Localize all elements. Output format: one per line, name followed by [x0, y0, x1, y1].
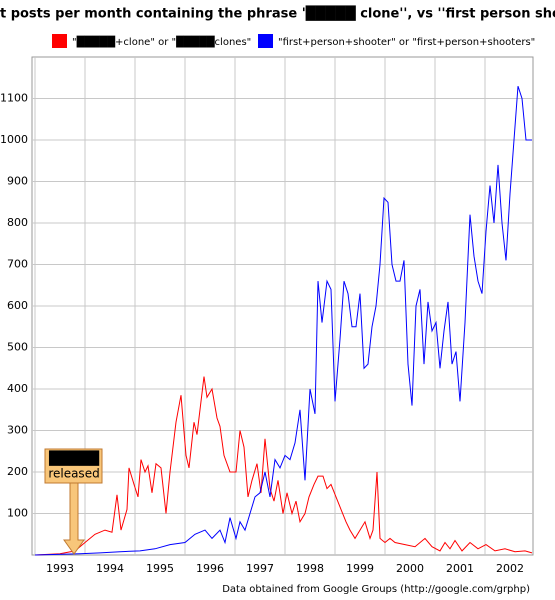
- y-tick-label: 1000: [0, 133, 28, 146]
- y-tick-label: 1100: [0, 92, 28, 105]
- chart-title: Usenet posts per month containing the ph…: [0, 5, 555, 22]
- y-tick-label: 500: [7, 341, 28, 354]
- annotation-text: █████: [48, 450, 100, 467]
- x-tick-label: 2001: [446, 562, 474, 575]
- y-tick-label: 700: [7, 258, 28, 271]
- y-tick-label: 200: [7, 465, 28, 478]
- x-tick-label: 1999: [346, 562, 374, 575]
- annotation-arrow: [63, 481, 85, 555]
- annotation-box: [44, 448, 103, 484]
- y-tick-label: 100: [7, 507, 28, 520]
- x-tick-label: 1993: [46, 562, 74, 575]
- x-tick-label: 2002: [496, 562, 524, 575]
- y-tick-label: 600: [7, 299, 28, 312]
- x-tick-label: 1995: [146, 562, 174, 575]
- y-tick-label: 300: [7, 424, 28, 437]
- series-line: [34, 85, 532, 556]
- annotation-text: released: [48, 467, 99, 481]
- x-tick-label: 1994: [96, 562, 124, 575]
- y-tick-label: 400: [7, 382, 28, 395]
- x-tick-label: 1997: [246, 562, 274, 575]
- x-tick-label: 1996: [196, 562, 224, 575]
- legend-swatch: [52, 34, 67, 48]
- y-tick-label: 900: [7, 175, 28, 188]
- series-line: [34, 376, 533, 556]
- x-tick-label: 2000: [396, 562, 424, 575]
- legend-label: "█████+clone" or "█████clones": [72, 35, 251, 48]
- footer: Data obtained from Google Groups (http:/…: [222, 584, 530, 595]
- legend-label: "first+person+shooter" or "first+person+…: [278, 37, 535, 48]
- x-tick-label: 1998: [296, 562, 324, 575]
- legend-swatch: [258, 34, 273, 48]
- y-tick-label: 800: [7, 216, 28, 229]
